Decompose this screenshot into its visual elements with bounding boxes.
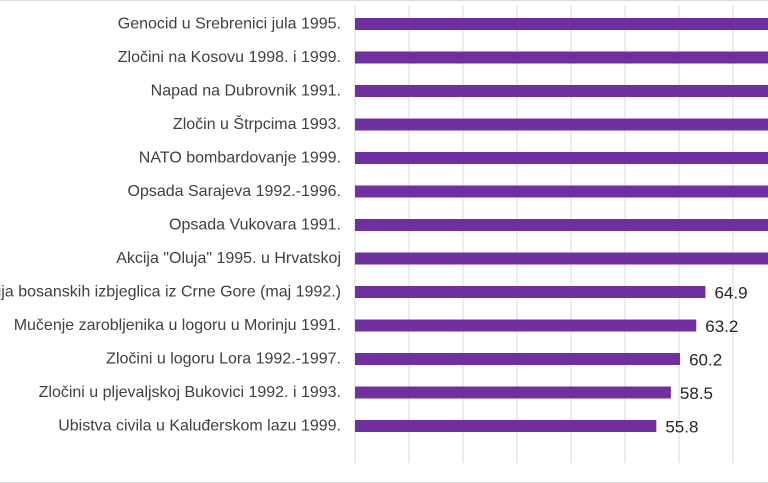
category-label: Opsada Sarajeva 1992.-1996.: [128, 183, 341, 200]
bar: [355, 85, 768, 97]
category-label: Ubistva civila u Kaluđerskom lazu 1999.: [58, 418, 341, 435]
bar: [355, 319, 697, 332]
category-label: Zločini na Kosovu 1998. i 1999.: [118, 49, 341, 66]
bar: [355, 152, 768, 164]
bar: [355, 185, 768, 198]
category-label: Deportacija bosanskih izbjeglica iz Crne…: [0, 284, 341, 301]
bar: [355, 18, 768, 30]
category-label: Akcija "Oluja" 1995. u Hrvatskoj: [116, 250, 341, 267]
value-label: 55.8: [665, 418, 698, 437]
category-label: Genocid u Srebrenici jula 1995.: [118, 16, 341, 33]
value-label: 60.2: [689, 351, 722, 370]
bar: [355, 118, 768, 131]
bar: [355, 252, 768, 265]
category-label: Mučenje zarobljenika u logoru u Morinju …: [14, 317, 341, 334]
category-label: Napad na Dubrovnik 1991.: [151, 83, 341, 100]
category-label: Zločini u logoru Lora 1992.-1997.: [106, 351, 341, 368]
category-label: Opsada Vukovara 1991.: [169, 217, 341, 234]
value-label: 58.5: [680, 384, 713, 403]
bar: [355, 386, 671, 399]
value-label: 64.9: [714, 284, 747, 303]
category-label: NATO bombardovanje 1999.: [139, 150, 341, 167]
bar: [355, 353, 681, 365]
bar: [355, 51, 768, 64]
bar: [355, 420, 657, 432]
category-label: Zločini u pljevaljskoj Bukovici 1992. i …: [39, 384, 341, 401]
bar: [355, 286, 706, 298]
bar: [355, 219, 768, 231]
category-label: Zločin u Štrpcima 1993.: [173, 114, 341, 133]
value-label: 63.2: [705, 317, 738, 336]
